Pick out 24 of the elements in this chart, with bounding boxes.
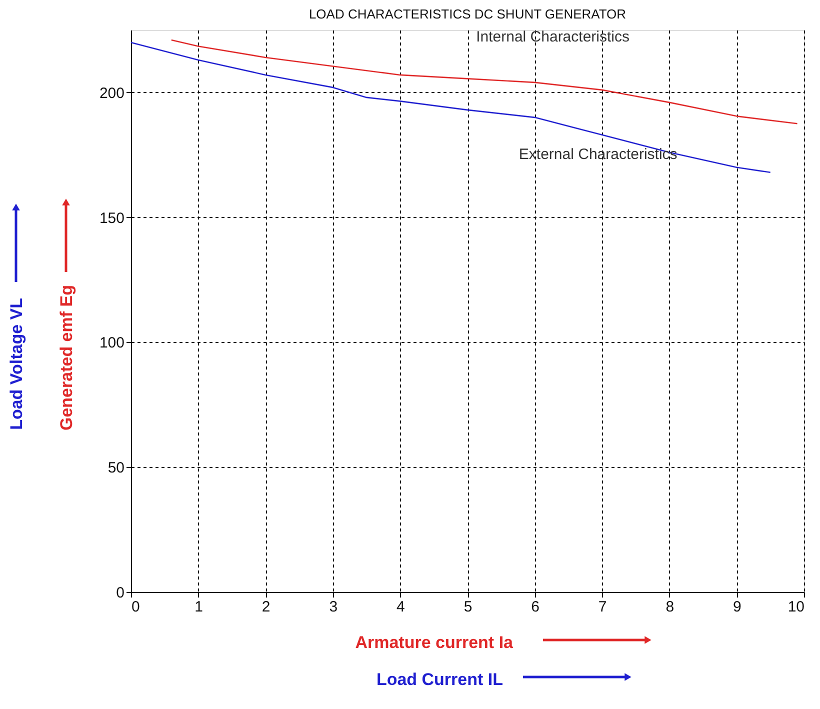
y-axis-title: Generated emf Eg: [57, 285, 76, 430]
x-tick-label: 8: [666, 598, 674, 616]
x-tick-label: 9: [733, 598, 742, 616]
y-tick-label: 0: [116, 584, 124, 602]
chart-title: LOAD CHARACTERISTICS DC SHUNT GENERATOR: [308, 6, 626, 22]
text: Load Current IL: [376, 670, 503, 689]
x-tick-label: 4: [396, 598, 405, 616]
x-tick-label: 1: [194, 598, 203, 616]
x-tick-label: 2: [262, 598, 270, 616]
x-tick-label: 3: [329, 598, 338, 616]
x-axis-title: Armature current Ia: [355, 633, 514, 652]
y-tick-label: 150: [99, 210, 124, 227]
x-tick-label: 5: [464, 598, 472, 616]
y-tick-label: 50: [108, 460, 124, 477]
y-tick-label: 100: [99, 334, 124, 352]
text: Internal Characteristics: [476, 28, 630, 46]
line-series: [130, 42, 771, 174]
x-tick-label: 0: [132, 598, 140, 616]
y-tick-label: 200: [99, 84, 124, 102]
x-tick-label: 7: [598, 598, 607, 616]
x-tick-label: 10: [788, 598, 804, 616]
series-label: External Characteristics: [518, 146, 678, 163]
x-tick-label: 6: [531, 598, 540, 616]
text: Load Voltage VL: [7, 298, 26, 430]
